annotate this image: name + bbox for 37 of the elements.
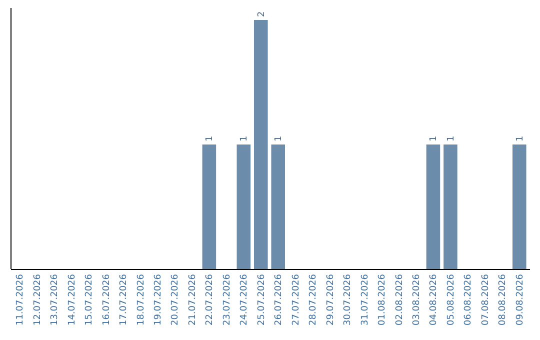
data-label: 1 — [446, 136, 456, 142]
x-tick-label: 17.07.2026 — [119, 274, 130, 326]
x-tick-label: 29.07.2026 — [326, 274, 336, 326]
x-tick-label: 25.07.2026 — [256, 274, 267, 326]
x-tick-label: 06.08.2026 — [464, 274, 474, 326]
x-tick-label: 24.07.2026 — [240, 274, 250, 326]
x-tick-label: 19.07.2026 — [153, 274, 164, 326]
x-tick-label: 03.08.2026 — [412, 274, 422, 326]
x-tick-label: 01.08.2026 — [378, 274, 388, 326]
x-tick-label: 16.07.2026 — [102, 274, 112, 326]
x-tick-label: 27.07.2026 — [291, 274, 302, 326]
x-tick-label: 15.07.2026 — [84, 274, 95, 326]
x-tick-label: 26.07.2026 — [274, 274, 284, 326]
x-tick-label: 23.07.2026 — [222, 274, 232, 326]
x-tick-label: 22.07.2026 — [205, 274, 216, 326]
x-tick-label: 02.08.2026 — [394, 274, 405, 326]
x-tick-label: 20.07.2026 — [170, 274, 181, 326]
x-tick-label: 08.08.2026 — [498, 274, 508, 326]
x-tick-label: 04.08.2026 — [429, 274, 440, 326]
x-tick-label: 21.07.2026 — [188, 274, 198, 326]
data-label: 1 — [205, 136, 216, 142]
x-tick-label: 13.07.2026 — [50, 274, 60, 326]
x-tick-label: 28.07.2026 — [308, 274, 319, 326]
x-tick-label: 12.07.2026 — [32, 274, 43, 326]
data-label: 1 — [429, 136, 440, 142]
x-tick-label: 30.07.2026 — [343, 274, 354, 326]
data-label: 1 — [240, 136, 250, 142]
data-label: 1 — [515, 136, 526, 142]
x-tick-label: 11.07.2026 — [16, 274, 26, 326]
x-tick-label: 05.08.2026 — [446, 274, 456, 326]
data-label: 2 — [256, 11, 267, 17]
x-tick-label: 18.07.2026 — [136, 274, 146, 326]
x-tick-label: 14.07.2026 — [67, 274, 78, 326]
x-tick-label: 31.07.2026 — [360, 274, 370, 326]
x-tick-label: 07.08.2026 — [480, 274, 491, 326]
data-label: 1 — [274, 136, 284, 142]
x-tick-label: 09.08.2026 — [515, 274, 526, 326]
